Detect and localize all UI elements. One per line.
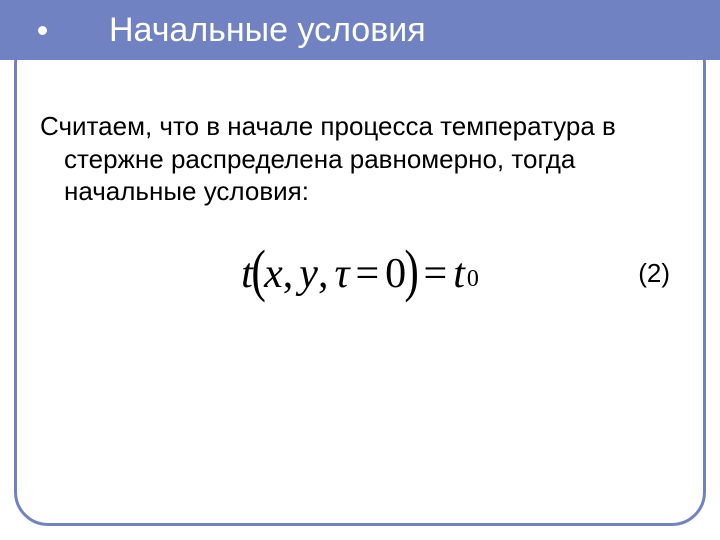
comma-1: , — [283, 250, 294, 298]
slide-body: Считаем, что в начале процесса температу… — [40, 110, 680, 298]
body-paragraph: Считаем, что в начале процесса температу… — [40, 110, 680, 208]
eq-inner: = — [355, 250, 379, 298]
slide-title: Начальные условия — [109, 11, 720, 50]
equation-row: t ( x , y , τ = 0 ) = t 0 (2) — [40, 250, 680, 298]
var-y: y — [299, 250, 318, 298]
rhs-sub-0: 0 — [467, 266, 479, 293]
zero: 0 — [385, 250, 406, 298]
comma-2: , — [318, 250, 329, 298]
equation: t ( x , y , τ = 0 ) = t 0 — [241, 250, 479, 298]
equation-number: (2) — [638, 258, 670, 289]
slide: Начальные условия Считаем, что в начале … — [0, 0, 720, 540]
bullet-icon — [38, 26, 47, 35]
var-tau: τ — [334, 250, 349, 298]
title-bar: Начальные условия — [0, 0, 720, 60]
eq-outer: = — [424, 250, 448, 298]
rhs-t: t — [453, 250, 465, 298]
var-x: x — [264, 250, 283, 298]
